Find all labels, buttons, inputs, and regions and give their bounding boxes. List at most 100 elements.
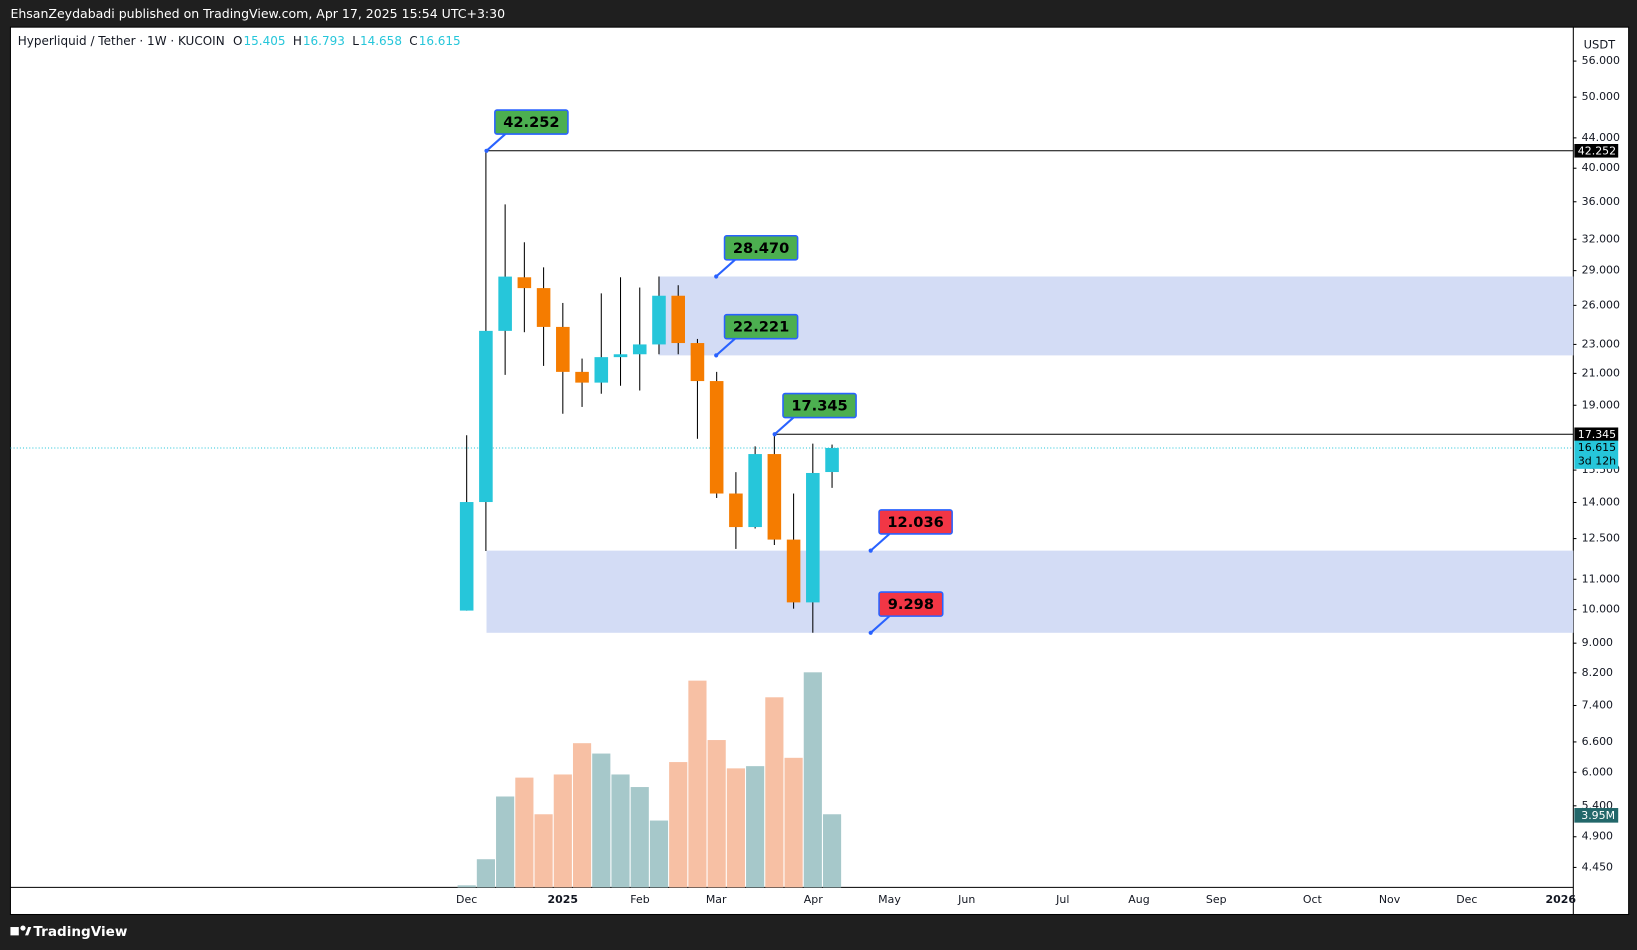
candle-body xyxy=(767,454,782,540)
volume-label-box xyxy=(1574,808,1619,823)
ohlc-letter: C xyxy=(409,34,417,48)
candle-body xyxy=(517,277,532,289)
x-tick-label: Apr xyxy=(804,893,823,906)
y-tick-label: 50.000 xyxy=(1582,90,1620,103)
level-annotation: 9.298 xyxy=(868,591,944,635)
y-tick-label: 21.000 xyxy=(1582,366,1620,379)
x-tick-label: 2025 xyxy=(547,893,578,906)
annotation-label: 12.036 xyxy=(887,514,943,531)
y-tick-label: 4.900 xyxy=(1582,830,1613,843)
candle-body xyxy=(613,354,628,358)
candle-body xyxy=(594,357,609,383)
y-tick-label: 7.400 xyxy=(1582,698,1613,711)
last-price-box xyxy=(1574,440,1619,469)
candle-body xyxy=(556,326,570,372)
callout-line xyxy=(715,259,736,278)
candle-body xyxy=(690,343,705,382)
y-tick-label: 12.500 xyxy=(1582,532,1620,545)
y-tick-label: 8.200 xyxy=(1582,666,1613,679)
y-tick-label: 6.000 xyxy=(1582,765,1613,778)
last-price-label: 16.615 xyxy=(1578,441,1616,454)
callout-point xyxy=(868,630,873,635)
y-tick-label: 6.600 xyxy=(1582,735,1613,748)
currency-label: USDT xyxy=(1584,37,1617,51)
volume-bar xyxy=(822,814,842,888)
annotation-label: 22.221 xyxy=(733,319,789,336)
ohlc-letter: O xyxy=(233,34,242,48)
level-price-label: 17.345 xyxy=(1578,428,1616,441)
x-tick-label: Jun xyxy=(957,893,975,906)
y-tick-label: 19.000 xyxy=(1582,398,1620,411)
callout-line xyxy=(485,133,506,152)
level-price-label-box xyxy=(1574,143,1619,158)
zone xyxy=(658,276,1574,356)
volume-bar xyxy=(765,697,784,888)
candle-body xyxy=(786,539,801,603)
x-tick-label: Aug xyxy=(1128,893,1149,906)
plot-layer: 42.252 28.470 22.221 17.345 12.036 9.298 xyxy=(10,109,1574,888)
annotation-label: 42.252 xyxy=(503,114,559,131)
volume-bar xyxy=(707,740,726,888)
x-tick-label: Dec xyxy=(456,893,477,906)
annotation-box xyxy=(723,313,799,340)
volume-bar xyxy=(496,796,515,888)
annotation-box xyxy=(878,509,953,535)
callout-line xyxy=(870,533,891,552)
volume-bar xyxy=(726,768,745,888)
callout-point xyxy=(484,148,489,153)
callout-line xyxy=(773,416,795,436)
level-price-label: 42.252 xyxy=(1578,144,1616,157)
annotation-label: 17.345 xyxy=(791,398,847,415)
x-tick-label: Dec xyxy=(1456,893,1477,906)
ohlc-value: 14.658 xyxy=(360,34,402,48)
ohlc-value: 16.793 xyxy=(303,34,345,48)
level-price-label-box xyxy=(1574,427,1619,442)
ohlc-value: 15.405 xyxy=(244,34,286,48)
y-tick-label: 36.000 xyxy=(1582,195,1620,208)
level-annotation: 28.470 xyxy=(714,234,799,279)
annotation-box xyxy=(782,392,857,419)
y-tick-label: 32.000 xyxy=(1582,232,1620,245)
callout-point xyxy=(772,432,777,437)
candle-body xyxy=(748,454,762,528)
y-tick-label: 29.000 xyxy=(1582,264,1620,277)
candle-body xyxy=(709,381,724,494)
x-tick-label: Jul xyxy=(1055,893,1069,906)
volume-bar xyxy=(457,885,476,888)
y-tick-label: 56.000 xyxy=(1582,54,1620,67)
annotation-box xyxy=(878,591,944,617)
candle-body xyxy=(459,502,474,611)
volume-bar xyxy=(669,762,688,888)
volume-bar xyxy=(803,672,822,888)
y-tick-label: 23.000 xyxy=(1582,337,1620,350)
candle-body xyxy=(536,288,551,327)
brand: TradingView xyxy=(33,924,127,940)
zone xyxy=(486,550,1574,633)
candle-body xyxy=(806,472,820,603)
y-tick-label: 26.000 xyxy=(1582,298,1620,311)
ohlc-letter: L xyxy=(352,34,359,48)
x-tick-label: Mar xyxy=(706,893,727,906)
level-annotation: 42.252 xyxy=(484,109,569,153)
volume-bar xyxy=(572,743,592,888)
volume-bar xyxy=(476,859,495,888)
callout-point xyxy=(714,274,719,279)
callout-point xyxy=(714,353,719,358)
volume-bar xyxy=(784,757,803,888)
annotation-box xyxy=(723,234,799,261)
volume-label: 3.95M xyxy=(1581,809,1615,822)
x-tick-label: Sep xyxy=(1206,893,1227,906)
x-tick-label: Oct xyxy=(1303,893,1323,906)
countdown-label: 3d 12h xyxy=(1578,455,1616,468)
level-annotation: 12.036 xyxy=(868,509,953,553)
y-tick-label: 44.000 xyxy=(1582,131,1620,144)
level-annotation: 17.345 xyxy=(772,392,857,437)
x-tick-label: May xyxy=(878,893,901,906)
candle-body xyxy=(632,344,647,355)
y-tick-label: 40.000 xyxy=(1582,161,1620,174)
candle-body xyxy=(652,295,666,345)
callout-line xyxy=(715,337,736,357)
annotation-label: 28.470 xyxy=(733,240,789,257)
callout-point xyxy=(868,548,873,553)
